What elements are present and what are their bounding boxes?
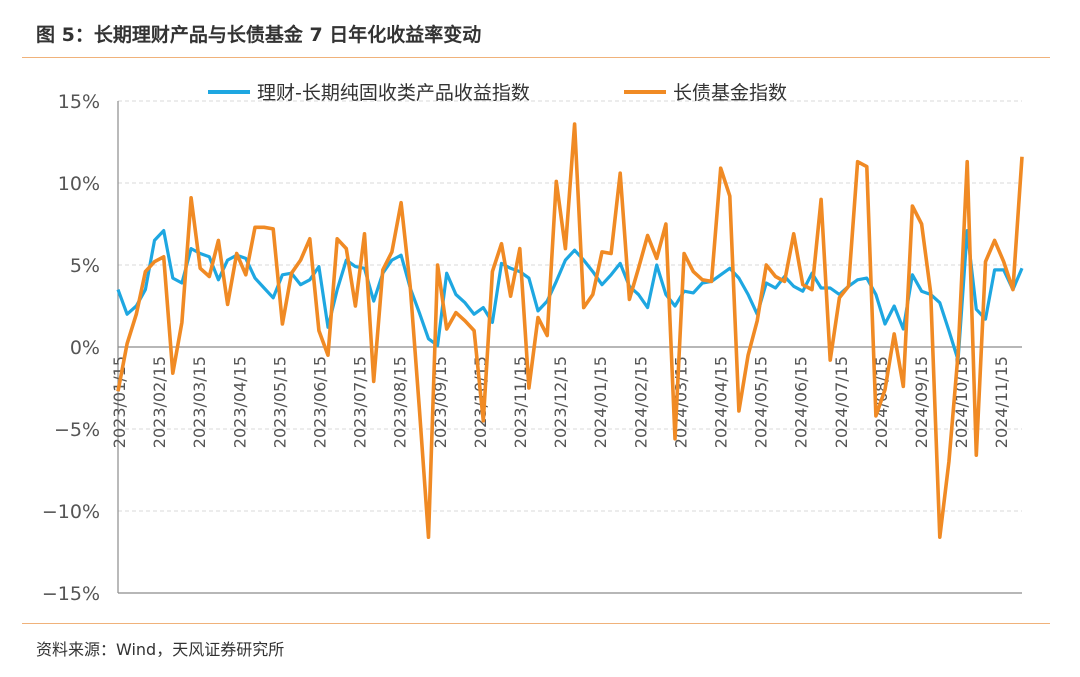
- x-tick-label: 2023/05/15: [270, 356, 289, 448]
- legend-label-1: 理财-长期纯固收类产品收益指数: [257, 82, 530, 104]
- x-tick-label: 2023/08/15: [391, 356, 410, 448]
- source-note: 资料来源：Wind，天风证券研究所: [36, 640, 285, 659]
- x-tick-label: 2024/06/15: [792, 356, 811, 448]
- legend: 理财-长期纯固收类产品收益指数 长债基金指数: [208, 82, 787, 104]
- x-axis: 2023/01/15 2023/02/15 2023/03/15 2023/04/15…: [110, 346, 1022, 594]
- y-tick-label: −10%: [42, 501, 100, 523]
- series-line-2: [116, 122, 1024, 540]
- x-tick-label: 2023/04/15: [230, 356, 249, 448]
- series-lines: [116, 122, 1024, 540]
- series-line-1: [116, 229, 1024, 362]
- y-tick-label: 0%: [70, 337, 100, 359]
- top-divider: [22, 57, 1050, 58]
- x-tick-label: 2023/12/15: [551, 356, 570, 448]
- x-tick-label: 2024/02/15: [631, 356, 650, 448]
- x-tick-label: 2024/04/15: [712, 356, 731, 448]
- x-tick-label: 2023/06/15: [311, 356, 330, 448]
- chart-title: 图 5：长期理财产品与长债基金 7 日年化收益率变动: [36, 24, 482, 46]
- x-tick-label: 2024/05/15: [752, 356, 771, 448]
- x-tick-label: 2024/11/15: [992, 356, 1011, 448]
- y-tick-label: 15%: [58, 91, 100, 113]
- y-axis: −15% −10% −5% 0% 5% 10% 15%: [42, 91, 119, 605]
- x-tick-label: 2023/02/15: [150, 356, 169, 448]
- legend-label-2: 长债基金指数: [673, 82, 787, 104]
- y-tick-label: −5%: [54, 419, 100, 441]
- x-tick-label: 2024/01/15: [591, 356, 610, 448]
- x-tick-label: 2023/01/15: [110, 356, 129, 448]
- x-tick-label: 2023/11/15: [511, 356, 530, 448]
- x-tick-label: 2024/09/15: [912, 356, 931, 448]
- y-tick-label: 10%: [58, 173, 100, 195]
- x-tick-label: 2024/07/15: [832, 356, 851, 448]
- bottom-divider: [22, 623, 1050, 624]
- y-tick-label: 5%: [70, 255, 100, 277]
- y-tick-label: −15%: [42, 583, 100, 605]
- x-tick-label: 2023/07/15: [351, 356, 370, 448]
- x-tick-label: 2023/03/15: [190, 356, 209, 448]
